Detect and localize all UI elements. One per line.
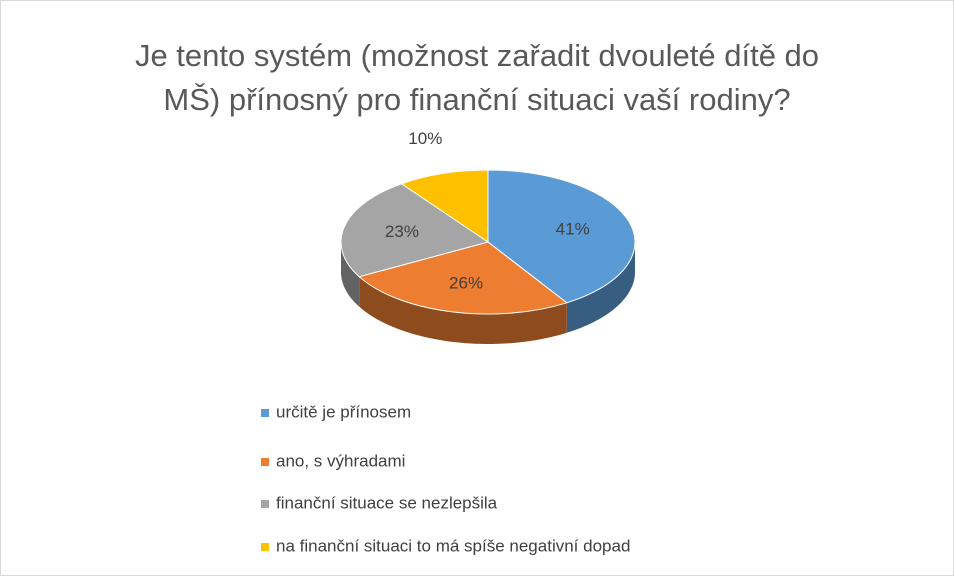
legend-swatch	[261, 458, 269, 466]
legend-swatch	[261, 500, 269, 508]
legend-label: finanční situace se nezlepšila	[276, 493, 498, 512]
pie-slice	[400, 169, 489, 243]
chart-title: Je tento systém (možnost zařadit dvoulet…	[134, 38, 820, 117]
pie-side	[566, 242, 635, 333]
legend-label: na finanční situaci to má spíše negativn…	[276, 536, 630, 555]
data-label: 26%	[449, 273, 483, 292]
pie-side	[341, 242, 360, 307]
data-label: 41%	[556, 219, 590, 238]
pie-side	[359, 276, 567, 344]
pie-slice	[340, 183, 490, 278]
pie-slice	[487, 169, 636, 304]
pie-slice	[358, 241, 568, 315]
legend-label: ano, s výhradami	[276, 451, 405, 470]
legend-swatch	[261, 543, 269, 551]
data-label: 23%	[385, 222, 419, 241]
data-label: 10%	[408, 129, 442, 148]
legend-swatch	[261, 409, 269, 417]
legend-label: určitě je přínosem	[276, 402, 411, 421]
